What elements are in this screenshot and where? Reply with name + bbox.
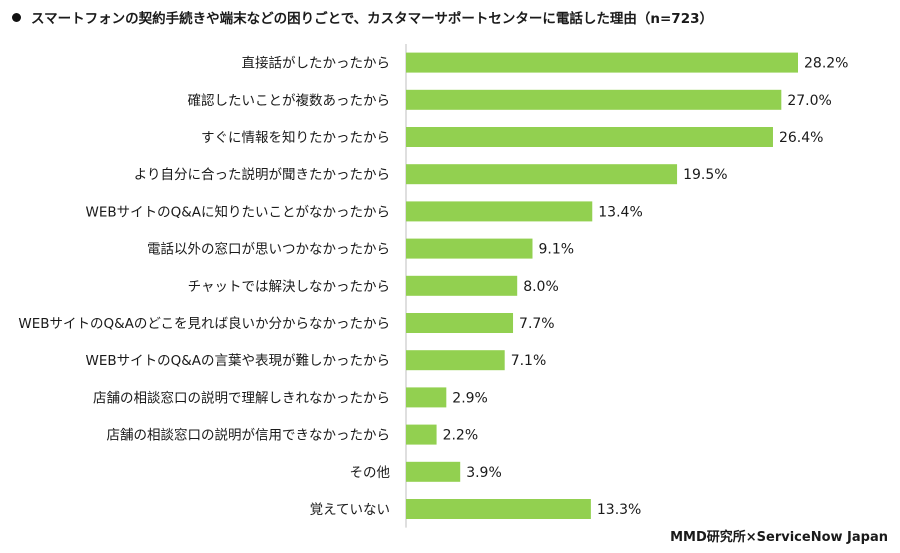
bar	[406, 52, 798, 73]
category-label: すぐに情報を知りたかったから	[201, 129, 390, 146]
bar	[406, 499, 591, 519]
category-label: WEBサイトのQ&Aに知りたいことがなかったから	[85, 203, 390, 220]
value-label: 28.2%	[804, 56, 848, 72]
value-label: 2.9%	[452, 390, 488, 406]
value-label: 13.4%	[598, 204, 642, 220]
bar	[406, 164, 678, 185]
category-label: 電話以外の窓口が思いつかなかったから	[147, 241, 390, 258]
bar	[406, 89, 782, 110]
bar	[406, 350, 505, 371]
value-label: 9.1%	[538, 242, 574, 258]
bar	[406, 387, 447, 408]
bar	[406, 238, 533, 259]
chart-title-row: スマートフォンの契約手続きや端末などの困りごとで、カスタマーサポートセンターに電…	[12, 7, 713, 27]
value-label: 3.9%	[466, 465, 502, 481]
category-label: チャットでは解決しなかったから	[188, 279, 390, 295]
bar	[406, 424, 437, 445]
value-label: 13.3%	[597, 502, 641, 518]
category-label: 店舗の相談窓口の説明で理解しきれなかったから	[93, 389, 390, 406]
value-label: 19.5%	[683, 167, 727, 183]
category-label: WEBサイトのQ&Aの言葉や表現が難しかったから	[85, 353, 390, 369]
value-label: 7.1%	[511, 353, 547, 369]
source-credit: MMD研究所×ServiceNow Japan	[670, 530, 888, 545]
value-label: 7.7%	[519, 316, 555, 332]
bar	[406, 275, 518, 296]
category-label: 確認したいことが複数あったから	[188, 92, 391, 109]
category-label: より自分に合った説明が聞きたかったから	[134, 167, 390, 183]
category-label: 覚えていない	[310, 502, 390, 518]
category-label: 直接話がしたかったから	[242, 55, 391, 72]
category-label: WEBサイトのQ&Aのどこを見れば良いか分からなかったから	[18, 316, 390, 332]
value-label: 26.4%	[779, 130, 823, 146]
value-label: 8.0%	[523, 279, 559, 295]
bullet-icon	[12, 12, 21, 22]
value-label: 2.2%	[443, 428, 479, 444]
bar	[406, 461, 461, 482]
bar	[406, 127, 773, 147]
category-label: 店舗の相談窓口の説明が信用できなかったから	[107, 427, 391, 444]
value-label: 27.0%	[787, 93, 831, 109]
category-label: その他	[350, 465, 391, 481]
bar	[406, 201, 593, 222]
chart-title: スマートフォンの契約手続きや端末などの困りごとで、カスタマーサポートセンターに電…	[31, 11, 713, 27]
bar	[406, 313, 514, 333]
